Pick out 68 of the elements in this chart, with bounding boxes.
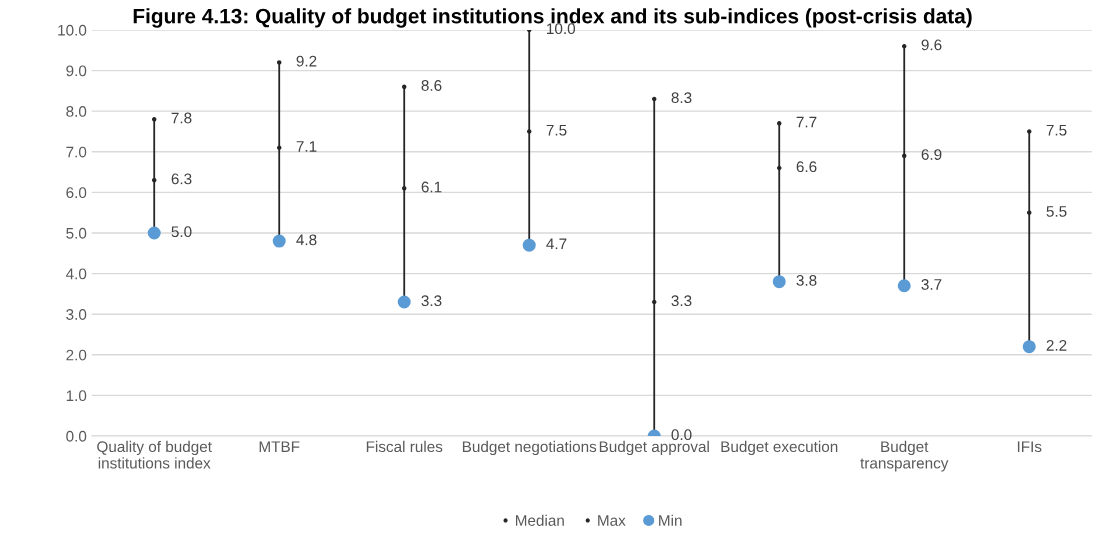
data-label: 9.2 xyxy=(296,55,317,67)
point xyxy=(651,299,657,305)
point xyxy=(522,238,536,252)
data-label: 9.6 xyxy=(921,39,942,51)
y-tick-label: 8.0 xyxy=(66,106,87,117)
y-tick-label: 5.0 xyxy=(66,227,87,239)
point xyxy=(276,145,282,150)
legend-label: Min xyxy=(659,514,682,526)
y-tick-label: 2.0 xyxy=(66,349,87,361)
point xyxy=(272,234,286,248)
legend-label: Max xyxy=(598,515,626,526)
x-tick-label: Quality of budget institutions index xyxy=(97,440,212,469)
data-label: 6.3 xyxy=(171,173,192,185)
data-label: 4.7 xyxy=(546,238,567,250)
point xyxy=(147,226,161,240)
x-tick-label: Budget execution xyxy=(721,440,838,456)
data-label: 7.5 xyxy=(1046,124,1067,136)
data-label: 3.3 xyxy=(671,295,692,307)
data-label: 6.9 xyxy=(921,149,942,160)
data-label: 6.6 xyxy=(796,161,817,173)
point xyxy=(526,129,532,134)
data-label: 3.7 xyxy=(921,279,942,290)
legend-label: Median xyxy=(515,514,564,526)
point xyxy=(901,153,907,159)
point xyxy=(401,186,407,191)
point xyxy=(897,279,911,293)
y-tick-label: 6.0 xyxy=(66,187,87,199)
y-tick-label: 7.0 xyxy=(66,146,87,158)
y-tick-label: 0.0 xyxy=(66,430,87,442)
y-tick-label: 3.0 xyxy=(66,309,87,320)
x-tick-label: Fiscal rules xyxy=(366,440,443,453)
y-tick-label: 4.0 xyxy=(65,268,87,280)
data-label: 4.8 xyxy=(296,234,317,246)
data-label: 3.3 xyxy=(421,295,442,307)
point xyxy=(397,295,411,309)
point xyxy=(276,60,282,65)
y-tick-label: 1.0 xyxy=(66,390,87,402)
point xyxy=(526,29,532,33)
data-label: 8.6 xyxy=(421,80,442,91)
point xyxy=(1026,210,1032,215)
x-tick-label: Budget approval xyxy=(599,440,709,456)
x-tick-label: Budget negotiations xyxy=(462,440,597,456)
x-tick-label: IFIs xyxy=(1017,441,1042,453)
point xyxy=(151,117,157,122)
data-label: 3.8 xyxy=(796,274,817,286)
point xyxy=(651,96,657,102)
point xyxy=(776,121,782,126)
data-label: 6.1 xyxy=(421,181,442,193)
x-tick-label: MTBF xyxy=(259,441,300,452)
point xyxy=(776,165,782,171)
data-label: 2.2 xyxy=(1046,339,1067,351)
data-label: 7.5 xyxy=(546,124,567,136)
point xyxy=(772,275,786,289)
data-label: 7.1 xyxy=(296,141,317,152)
data-label: 7.7 xyxy=(796,116,817,128)
y-tick-label: 10.0 xyxy=(58,24,87,36)
point xyxy=(1026,129,1032,134)
data-label: 0.0 xyxy=(671,429,692,441)
data-label: 7.8 xyxy=(171,112,192,124)
point xyxy=(151,177,157,183)
data-label: 8.3 xyxy=(671,92,692,104)
point xyxy=(901,43,907,49)
data-label: 5.5 xyxy=(1046,206,1067,217)
y-tick-label: 9.0 xyxy=(66,65,87,77)
point xyxy=(1022,340,1036,354)
x-tick-label: Budget transparency xyxy=(860,440,949,472)
data-label: 5.0 xyxy=(171,226,192,238)
point xyxy=(401,84,407,90)
